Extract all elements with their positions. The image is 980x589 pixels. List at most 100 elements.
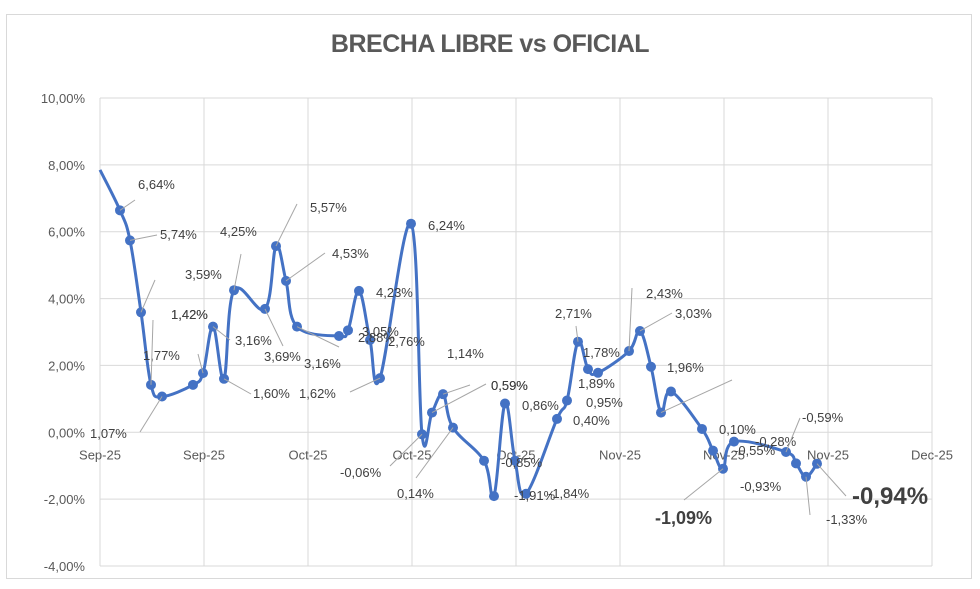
x-tick-label: Dec-25 [911, 447, 953, 462]
leader-line [296, 326, 340, 348]
x-tick-label: Oct-25 [392, 447, 431, 462]
data-label: -1,84% [548, 486, 590, 501]
data-label: 0,95% [586, 395, 623, 410]
data-label: 2,43% [646, 286, 683, 301]
x-tick-label: Sep-25 [183, 447, 225, 462]
data-label: 0,59% [491, 378, 528, 393]
y-tick-label: 6,00% [48, 225, 85, 240]
data-point-marker[interactable] [791, 458, 801, 469]
data-label: 3,03% [675, 306, 712, 321]
data-point-marker[interactable] [593, 367, 603, 378]
data-point-marker[interactable] [697, 423, 707, 434]
data-label: -0,28% [755, 434, 797, 449]
leader-line [683, 468, 724, 501]
data-label: 4,23% [376, 285, 413, 300]
data-point-marker[interactable] [729, 436, 739, 447]
data-label: 6,24% [428, 218, 465, 233]
data-point-marker[interactable] [406, 218, 416, 229]
data-point-marker[interactable] [510, 455, 520, 466]
data-label: 3,69% [264, 349, 301, 364]
leader-line [275, 203, 298, 247]
data-point-marker[interactable] [562, 395, 572, 406]
data-label: -0,59% [802, 410, 844, 425]
data-label: 1,89% [578, 376, 615, 391]
data-label: 1,60% [253, 386, 290, 401]
leader-line [575, 325, 579, 342]
data-label: 2,88% [358, 330, 395, 345]
y-tick-label: 0,00% [48, 425, 85, 440]
data-label: 3,05% [362, 324, 399, 339]
leader-line [264, 308, 284, 347]
x-tick-label: Oct-25 [288, 447, 327, 462]
y-tick-label: 8,00% [48, 158, 85, 173]
data-label: 0,40% [573, 413, 610, 428]
data-label: 1,42% [171, 307, 208, 322]
data-label: 0,14% [397, 486, 434, 501]
data-label: 0,59% [491, 378, 528, 393]
data-point-marker[interactable] [479, 455, 489, 466]
leader-line [805, 476, 811, 516]
y-tick-label: -4,00% [44, 559, 86, 574]
data-label: 4,25% [220, 224, 257, 239]
data-label: 4,53% [332, 246, 369, 261]
data-point-marker[interactable] [354, 285, 364, 296]
leader-line [233, 253, 242, 291]
y-tick-label: 10,00% [41, 91, 86, 106]
data-label: 0,86% [522, 398, 559, 413]
data-label: 1,07% [90, 426, 127, 441]
leader-line [442, 384, 471, 395]
data-label: 2,76% [388, 334, 425, 349]
data-label: 5,74% [160, 227, 197, 242]
data-point-marker[interactable] [521, 488, 531, 499]
leader-line [415, 427, 454, 479]
leader-line [816, 463, 847, 497]
leader-line [285, 252, 326, 282]
leader-line [140, 279, 156, 313]
data-label: 1,42% [171, 307, 208, 322]
data-label: -0,06% [340, 465, 382, 480]
leader-line [431, 383, 487, 414]
data-point-marker[interactable] [334, 331, 344, 342]
data-label: 0,10% [719, 422, 756, 437]
x-tick-label: Nov-25 [807, 447, 849, 462]
leader-line [639, 312, 673, 332]
data-label: -0,85% [501, 455, 543, 470]
data-point-marker[interactable] [489, 491, 499, 502]
data-label: 3,16% [235, 333, 272, 348]
leader-line [389, 433, 423, 467]
leader-line [139, 396, 163, 433]
x-tick-label: Oct-25 [496, 447, 535, 462]
leader-line [197, 353, 204, 374]
data-point-marker[interactable] [646, 361, 656, 372]
data-label: 1,62% [299, 386, 336, 401]
x-tick-label: Nov-25 [599, 447, 641, 462]
data-point-marker[interactable] [343, 325, 353, 336]
leader-line [119, 199, 136, 211]
data-label: 2,71% [555, 306, 592, 321]
data-point-marker[interactable] [583, 364, 593, 375]
data-label: -0,55% [734, 443, 776, 458]
leader-line [660, 379, 733, 414]
leader-line [212, 326, 231, 341]
leader-line [785, 417, 801, 453]
y-tick-label: 4,00% [48, 292, 85, 307]
data-point-marker[interactable] [188, 379, 198, 390]
data-label: -0,93% [740, 479, 782, 494]
leader-line [150, 319, 154, 385]
data-point-marker[interactable] [666, 386, 676, 397]
data-point-marker[interactable] [552, 413, 562, 424]
data-label: 1,96% [667, 360, 704, 375]
data-label: 1,78% [583, 345, 620, 360]
data-point-marker[interactable] [708, 445, 718, 456]
data-point-marker[interactable] [365, 335, 375, 346]
data-label: 3,59% [185, 267, 222, 282]
highlight-label: -1,09% [655, 508, 712, 528]
data-point-marker[interactable] [500, 398, 510, 409]
leader-line [349, 377, 381, 393]
y-tick-label: 2,00% [48, 358, 85, 373]
leader-line [628, 287, 633, 352]
data-label: 1,14% [447, 346, 484, 361]
data-label: -1,91% [514, 488, 556, 503]
leader-line [129, 234, 158, 241]
data-label: 5,57% [310, 200, 347, 215]
